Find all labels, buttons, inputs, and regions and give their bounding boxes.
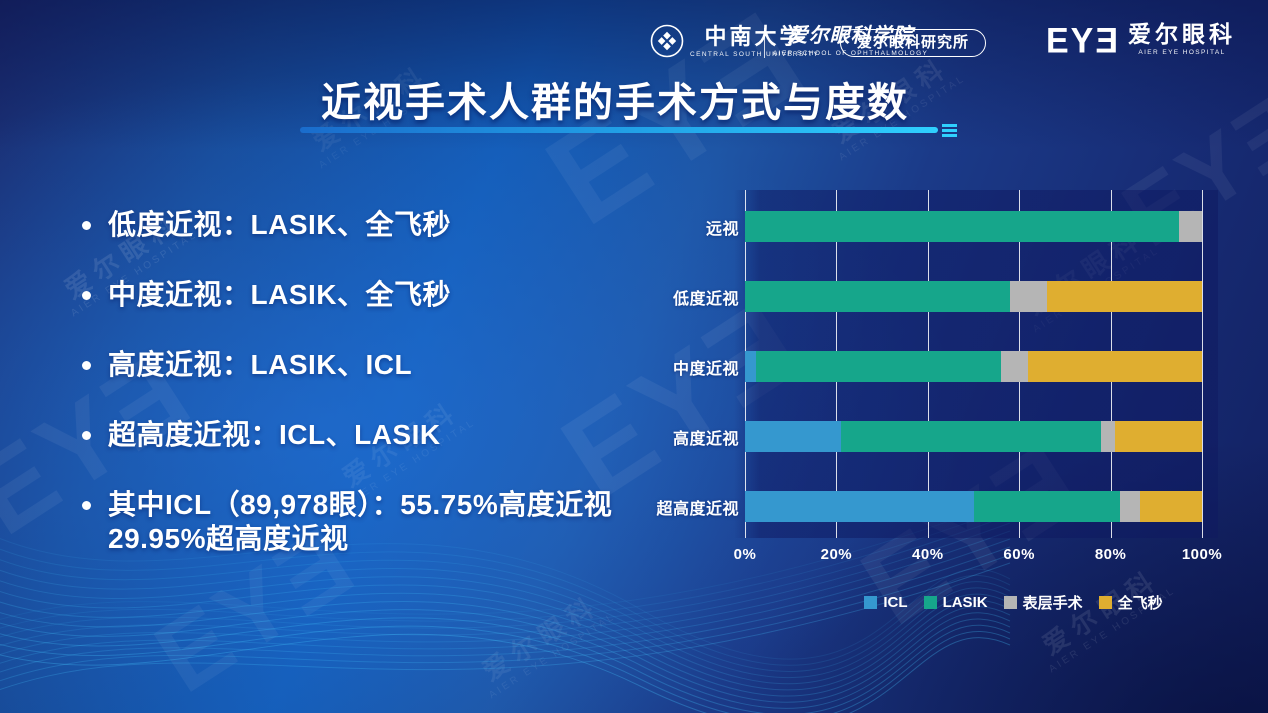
hospital-subtitle: AIER EYE HOSPITAL (1138, 49, 1226, 56)
bar-track (745, 211, 1202, 242)
bullet-item: 高度近视：LASIK、ICL (78, 348, 638, 382)
hospital-logo-text: 爱尔眼科 AIER EYE HOSPITAL (1128, 23, 1236, 56)
bar-segment-全飞秒 (1028, 351, 1202, 382)
hospital-name: 爱尔眼科 (1128, 22, 1236, 47)
institute-badge: 爱尔眼科研究所 (840, 29, 987, 57)
x-tick: 100% (1181, 546, 1223, 563)
bullet-item: 超高度近视：ICL、LASIK (78, 418, 638, 452)
csu-subtitle: CENTRAL SOUTH UNIVERSITY (690, 51, 820, 58)
legend-item: ICL (864, 594, 908, 611)
bar-segment-全飞秒 (1140, 491, 1202, 522)
underline-end-icon (942, 124, 957, 137)
bullet-item: 低度近视：LASIK、全飞秒 (78, 208, 638, 242)
legend-swatch (1003, 596, 1017, 609)
csu-logo-icon (650, 24, 684, 63)
legend-item: 全飞秒 (1098, 592, 1163, 613)
category-label: 远视 (705, 220, 739, 238)
category-label: 超高度近视 (656, 500, 739, 518)
gridline (1202, 190, 1203, 538)
legend-swatch (1098, 596, 1112, 609)
bar-segment-LASIK (973, 491, 1120, 522)
bar-segment-ICL (745, 491, 974, 522)
eye-logo-icon: EYƎ (1046, 21, 1121, 61)
bullet-item: 其中ICL（89,978眼）：55.75%高度近视 29.95%超高度近视 (78, 488, 638, 556)
chart-legend: ICL LASIK 表层手术 全飞秒 (785, 592, 1242, 613)
chart-row: 中度近视 (655, 351, 1202, 382)
x-tick: 60% (1003, 546, 1035, 563)
legend-item: 表层手术 (1003, 592, 1083, 613)
bar-segment-ICL (745, 351, 757, 382)
legend-label: LASIK (942, 594, 988, 611)
bar-segment-LASIK (756, 351, 1001, 382)
bar-segment-LASIK (745, 281, 1011, 312)
logo-divider (764, 28, 765, 58)
legend-label: ICL (883, 594, 908, 611)
bar-segment-表层手术 (1000, 351, 1029, 382)
bar-segment-ICL (745, 421, 841, 452)
bar-segment-全飞秒 (1115, 421, 1202, 452)
csu-name: 中南大学 (704, 24, 805, 49)
legend-swatch (923, 596, 937, 609)
bar-segment-LASIK (745, 211, 1180, 242)
chart-rows: 远视低度近视中度近视高度近视超高度近视 (655, 211, 1202, 561)
legend-swatch (864, 596, 878, 609)
bullet-list: 低度近视：LASIK、全飞秒 中度近视：LASIK、全飞秒 高度近视：LASIK… (78, 208, 638, 592)
x-axis: 0% 20% 40% 60% 80% 100% (734, 546, 1222, 566)
legend-item: LASIK (923, 594, 988, 611)
bar-segment-表层手术 (1179, 211, 1202, 242)
bar-segment-表层手术 (1010, 281, 1047, 312)
bar-track (745, 421, 1202, 452)
legend-label: 表层手术 (1022, 595, 1083, 612)
bar-segment-表层手术 (1101, 421, 1116, 452)
category-label: 中度近视 (672, 360, 739, 378)
x-tick: 20% (820, 546, 853, 563)
chart-row: 高度近视 (655, 421, 1202, 452)
x-tick: 40% (912, 546, 944, 563)
bar-track (745, 281, 1202, 312)
chart-row: 低度近视 (655, 281, 1202, 312)
bar-track (745, 491, 1202, 522)
bar-segment-表层手术 (1119, 491, 1141, 522)
legend-label: 全飞秒 (1117, 595, 1163, 612)
bar-segment-全飞秒 (1046, 281, 1202, 312)
bar-segment-LASIK (840, 421, 1102, 452)
chart-row: 远视 (655, 211, 1202, 242)
bullet-item: 中度近视：LASIK、全飞秒 (78, 278, 638, 312)
chart-row: 超高度近视 (655, 491, 1202, 522)
page-title: 近视手术人群的手术方式与度数 (321, 81, 909, 125)
category-label: 低度近视 (672, 290, 739, 308)
category-label: 高度近视 (672, 430, 739, 448)
x-tick: 0% (733, 546, 757, 563)
x-tick: 80% (1094, 546, 1127, 563)
csu-logo-text: 中南大学 CENTRAL SOUTH UNIVERSITY (690, 24, 820, 59)
bar-track (745, 351, 1202, 382)
title-underline (300, 124, 957, 137)
